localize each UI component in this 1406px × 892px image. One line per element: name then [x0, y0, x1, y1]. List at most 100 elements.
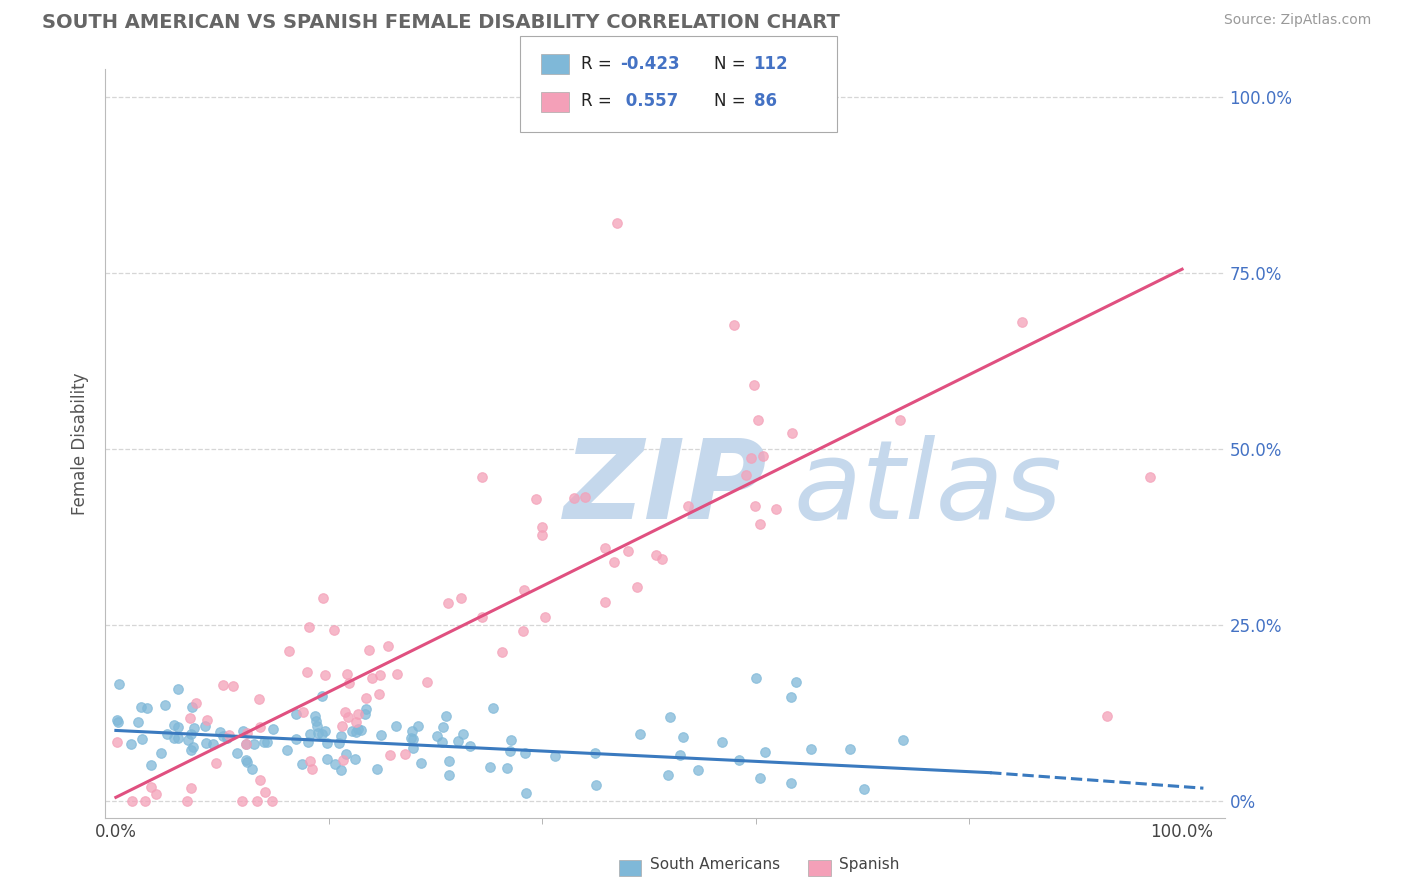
- Point: [626, 581, 648, 595]
- Point: [298, 726, 321, 740]
- Point: [672, 730, 695, 744]
- Point: [434, 708, 457, 723]
- Point: [385, 667, 408, 681]
- Point: [243, 737, 266, 751]
- Point: [585, 778, 607, 792]
- Point: [651, 552, 673, 566]
- Point: [108, 677, 131, 691]
- Point: [1097, 709, 1119, 723]
- Point: [744, 378, 766, 392]
- Point: [236, 725, 259, 739]
- Text: R =: R =: [581, 92, 617, 110]
- Point: [120, 738, 142, 752]
- Point: [291, 757, 314, 772]
- Point: [347, 723, 370, 737]
- Point: [246, 794, 269, 808]
- Text: -0.423: -0.423: [620, 55, 679, 73]
- Point: [534, 610, 557, 624]
- Point: [676, 499, 699, 513]
- Point: [595, 541, 617, 555]
- Point: [544, 749, 567, 764]
- Text: 86: 86: [754, 92, 776, 110]
- Point: [127, 714, 149, 729]
- Point: [657, 768, 679, 782]
- Point: [451, 727, 474, 741]
- Point: [491, 645, 513, 659]
- Point: [1011, 315, 1033, 329]
- Point: [236, 755, 259, 769]
- Point: [247, 691, 270, 706]
- Point: [385, 719, 408, 733]
- Point: [249, 719, 271, 733]
- Point: [149, 746, 172, 760]
- Point: [156, 727, 179, 741]
- Point: [458, 739, 481, 754]
- Point: [262, 794, 284, 808]
- Point: [212, 678, 235, 692]
- Point: [163, 718, 186, 732]
- Point: [340, 724, 363, 739]
- Point: [335, 706, 357, 720]
- Point: [129, 700, 152, 714]
- Point: [780, 426, 803, 441]
- Point: [430, 735, 453, 749]
- Text: N =: N =: [714, 55, 751, 73]
- Point: [180, 780, 202, 795]
- Point: [891, 733, 914, 747]
- Point: [194, 719, 217, 733]
- Point: [222, 680, 245, 694]
- Point: [361, 671, 384, 685]
- Point: [181, 700, 204, 714]
- Point: [735, 468, 758, 483]
- Point: [167, 720, 190, 734]
- Point: [799, 742, 821, 756]
- Point: [515, 747, 537, 761]
- Point: [328, 736, 350, 750]
- Point: [402, 741, 425, 756]
- Point: [416, 675, 439, 690]
- Point: [145, 788, 167, 802]
- Point: [394, 747, 416, 762]
- Point: [337, 676, 360, 690]
- Point: [285, 707, 308, 722]
- Point: [305, 719, 328, 733]
- Point: [179, 711, 201, 725]
- Point: [121, 794, 143, 808]
- Point: [323, 757, 346, 772]
- Point: [356, 691, 378, 706]
- Point: [749, 771, 772, 785]
- Point: [370, 667, 392, 681]
- Text: R =: R =: [581, 55, 617, 73]
- Point: [377, 639, 399, 653]
- Point: [512, 624, 534, 639]
- Point: [105, 714, 128, 728]
- Point: [195, 713, 218, 727]
- Point: [299, 754, 322, 768]
- Point: [366, 762, 388, 776]
- Text: 0.557: 0.557: [620, 92, 678, 110]
- Point: [204, 756, 226, 770]
- Point: [402, 732, 425, 747]
- Point: [617, 543, 640, 558]
- Point: [209, 725, 232, 739]
- Point: [276, 742, 298, 756]
- Point: [747, 412, 769, 426]
- Point: [167, 682, 190, 697]
- Text: South Americans: South Americans: [650, 857, 780, 872]
- Point: [181, 739, 204, 754]
- Point: [235, 737, 257, 751]
- Point: [499, 732, 522, 747]
- Point: [336, 710, 359, 724]
- Point: [658, 710, 681, 724]
- Point: [399, 731, 422, 745]
- Point: [357, 643, 380, 657]
- Point: [217, 731, 239, 745]
- Point: [218, 728, 240, 742]
- Point: [839, 741, 862, 756]
- Point: [235, 738, 257, 752]
- Point: [350, 723, 373, 737]
- Point: [323, 623, 346, 637]
- Point: [628, 726, 651, 740]
- Point: [530, 520, 553, 534]
- Y-axis label: Female Disability: Female Disability: [72, 372, 89, 515]
